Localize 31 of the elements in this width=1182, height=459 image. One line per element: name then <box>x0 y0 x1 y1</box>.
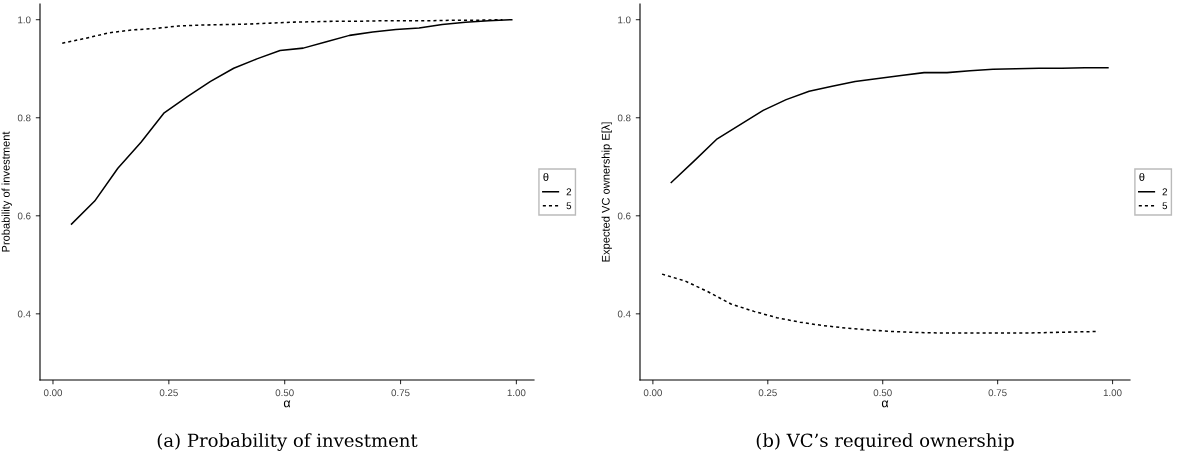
y-tick-label: 0.4 <box>17 310 31 318</box>
y-tick-label: 1.0 <box>618 16 631 24</box>
legend-label: 2 <box>566 188 572 196</box>
y-axis-title: Expected VC ownership E[λ] <box>601 122 612 262</box>
y-tick-label: 0.6 <box>17 212 31 220</box>
x-tick-label: 0.75 <box>391 389 410 397</box>
y-tick-label: 0.6 <box>617 212 631 220</box>
y-axis-title: Probability of investment <box>1 131 12 252</box>
x-tick-label: 0.00 <box>643 389 662 397</box>
legend-label: 5 <box>1162 202 1168 210</box>
y-tick-label: 0.8 <box>617 114 631 122</box>
y-tick-label: 1.0 <box>18 16 31 24</box>
x-tick-label: 0.75 <box>988 389 1007 397</box>
text: (a) Probability of investment <box>157 433 418 451</box>
legend-label: 5 <box>566 202 572 210</box>
x-tick-label: 1.00 <box>507 389 526 397</box>
x-tick-label: 0.25 <box>159 389 178 397</box>
x-tick-label: 0.25 <box>758 389 777 397</box>
line-series <box>670 66 1109 184</box>
y-tick-label: 0.4 <box>617 310 631 318</box>
legend-title: θ <box>1139 172 1145 182</box>
x-axis-title: α <box>283 400 291 408</box>
x-axis-title: α <box>881 400 889 408</box>
x-tick-label: 0.00 <box>43 389 63 397</box>
x-tick-label: 0.50 <box>275 389 294 397</box>
legend-title: θ <box>543 172 549 182</box>
x-tick-label: 0.50 <box>873 389 892 397</box>
x-tick-label: 1.00 <box>1103 389 1122 397</box>
y-tick-label: 0.8 <box>17 114 31 122</box>
text: (b) VC’s required ownership <box>756 433 1014 451</box>
legend-label: 2 <box>1162 188 1168 196</box>
